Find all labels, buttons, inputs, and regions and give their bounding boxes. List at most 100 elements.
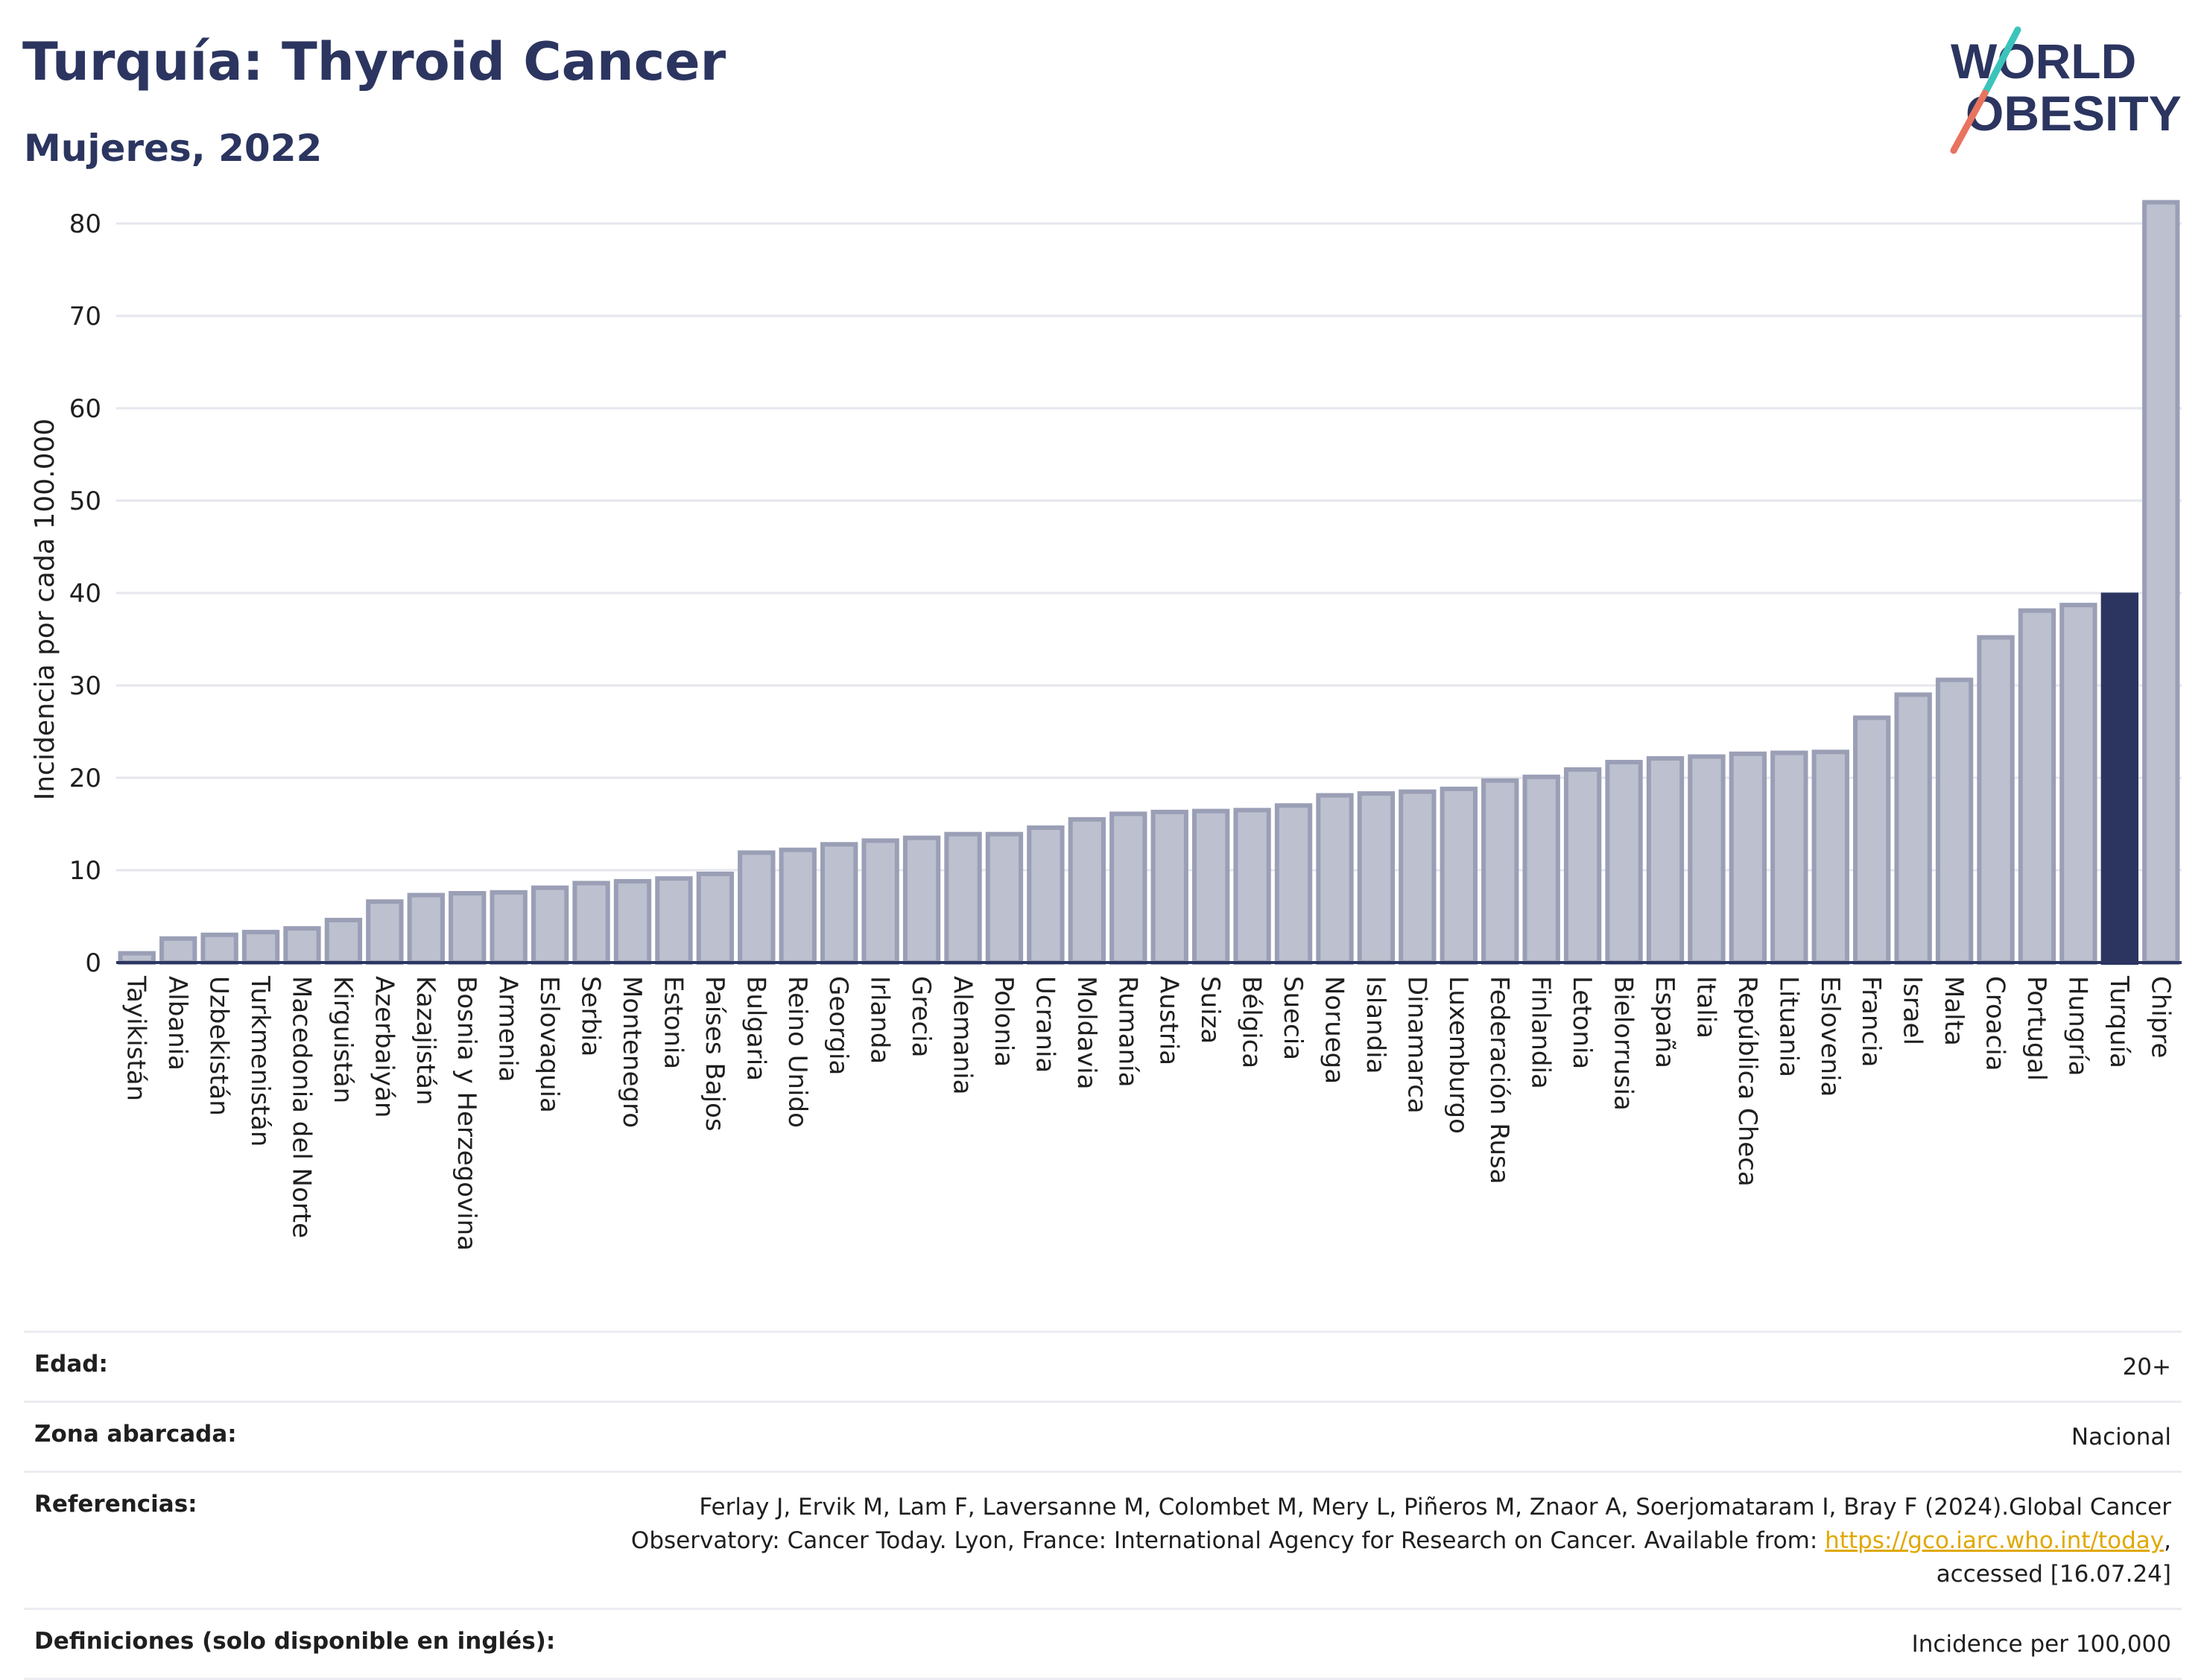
- x-tick-label: Bielorrusia: [1609, 976, 1638, 1111]
- bar-bosnia-y-herzegovina: [449, 891, 487, 965]
- bar-francia: [1853, 715, 1891, 966]
- x-tick-label: Bulgaria: [741, 976, 770, 1081]
- bar-irlanda: [861, 838, 899, 965]
- reference-link[interactable]: https://gco.iarc.who.int/today: [1825, 1527, 2165, 1554]
- x-tick-label: Portugal: [2021, 976, 2051, 1081]
- x-tick-label: Alemania: [948, 976, 978, 1094]
- x-tick-label: Luxemburgo: [1443, 976, 1473, 1134]
- bar-azerbaiyán: [366, 899, 404, 966]
- x-tick-labels: Tayikistán Albania Uzbekistán Turkmenistán M…: [121, 975, 2176, 1251]
- bar-eslovaquia: [531, 885, 569, 966]
- x-tick-label: Ucrania: [1030, 976, 1060, 1073]
- x-tick-label: Francia: [1856, 976, 1886, 1067]
- info-row-age: Edad: 20+: [24, 1331, 2182, 1401]
- logo-slash-top-icon: [1981, 26, 2021, 97]
- bar-croacia: [1977, 635, 2015, 966]
- x-tick-label: Eslovaquia: [534, 976, 564, 1113]
- bar-noruega: [1316, 793, 1354, 966]
- y-tick-label: 30: [69, 671, 101, 701]
- bar-kirguistán: [324, 917, 363, 965]
- bar-hungría: [2059, 603, 2097, 965]
- info-label: Edad:: [34, 1351, 108, 1378]
- x-tick-label: Croacia: [1980, 976, 2010, 1071]
- bar-polonia: [985, 831, 1024, 966]
- info-value: Nacional: [2071, 1423, 2171, 1451]
- x-tick-label: Bosnia y Herzegovina: [452, 976, 481, 1251]
- y-tick-label: 80: [69, 209, 101, 239]
- x-tick-label: Georgia: [823, 976, 853, 1075]
- y-tick-label: 20: [69, 764, 101, 793]
- bar-grecia: [902, 835, 941, 965]
- bar-bulgaria: [738, 850, 776, 965]
- bar-bélgica: [1233, 808, 1271, 966]
- y-tick-label: 60: [69, 394, 101, 424]
- info-row-area: Zona abarcada: Nacional: [24, 1400, 2182, 1471]
- bar-chart: 0 10 20 30 40 50 60 70 80 Tayikistán Albania Uzbek…: [30, 200, 2182, 1251]
- x-tick-label: Irlanda: [865, 976, 895, 1064]
- reference-accessed: , accessed [16.07.24]: [1936, 1527, 2171, 1588]
- bar-eslovenia: [1811, 749, 1849, 966]
- bar-rumanía: [1109, 811, 1147, 965]
- bar-italia: [1688, 754, 1726, 965]
- x-tick-label: Montenegro: [617, 976, 647, 1128]
- x-tick-label: Chipre: [2145, 976, 2175, 1058]
- x-tick-label: República Checa: [1732, 976, 1762, 1187]
- bar-república-checa: [1729, 751, 1767, 965]
- bar-ucrania: [1027, 825, 1065, 965]
- chart-subtitle: Mujeres, 2022: [24, 127, 323, 170]
- info-label: Zona abarcada:: [34, 1420, 237, 1448]
- info-label: Referencias:: [34, 1490, 197, 1518]
- bar-israel: [1894, 692, 1932, 966]
- bar-suecia: [1274, 803, 1313, 965]
- bar-españa: [1646, 755, 1685, 966]
- x-tick-label: Suiza: [1195, 976, 1225, 1044]
- info-label: Definiciones (solo disponible en inglés)…: [34, 1627, 556, 1655]
- x-tick-label: Suecia: [1278, 976, 1308, 1060]
- bar-malta: [1935, 677, 1974, 965]
- reference-text: Ferlay J, Ervik M, Lam F, Laversanne M, …: [630, 1493, 2171, 1554]
- bar-kazajistán: [407, 893, 445, 965]
- bars: [116, 200, 2182, 966]
- x-tick-label: Finlandia: [1526, 976, 1556, 1089]
- x-tick-label: Azerbaiyán: [369, 976, 399, 1118]
- x-tick-label: Israel: [1898, 976, 1928, 1045]
- x-tick-label: Uzbekistán: [204, 976, 234, 1116]
- info-table: Edad: 20+ Zona abarcada: Nacional Refere…: [24, 1331, 2182, 1680]
- logo-line2: OBESITY: [1966, 86, 2182, 141]
- x-tick-label: Letonia: [1567, 976, 1597, 1069]
- bar-turquía: [2100, 592, 2139, 965]
- bar-suiza: [1191, 808, 1230, 966]
- info-value: 20+: [2122, 1354, 2171, 1381]
- x-tick-label: Turkmenistán: [245, 975, 275, 1147]
- x-tick-label: Kazajistán: [411, 976, 440, 1106]
- bar-georgia: [820, 842, 858, 966]
- x-tick-label: Rumanía: [1112, 976, 1142, 1087]
- info-row-references: Referencias: Ferlay J, Ervik M, Lam F, L…: [24, 1470, 2182, 1608]
- info-row-definitions: Definiciones (solo disponible en inglés)…: [24, 1607, 2182, 1680]
- x-tick-label: Albania: [162, 976, 192, 1071]
- x-tick-label: Federación Rusa: [1484, 976, 1514, 1184]
- x-tick-label: Kirguistán: [328, 976, 358, 1103]
- x-tick-label: Países Bajos: [700, 976, 729, 1132]
- y-tick-label: 70: [69, 302, 101, 332]
- bar-portugal: [2018, 608, 2056, 965]
- bar-armenia: [490, 890, 528, 966]
- x-tick-label: Grecia: [906, 976, 936, 1057]
- logo-line1: WORLD: [1951, 34, 2136, 89]
- bar-alemania: [944, 831, 982, 966]
- bar-países-bajos: [696, 871, 735, 965]
- x-tick-label: España: [1650, 976, 1679, 1068]
- bar-bielorrusia: [1605, 759, 1643, 965]
- bar-federación-rusa: [1481, 778, 1519, 965]
- bar-macedonia-del-norte: [283, 926, 321, 965]
- bar-serbia: [572, 881, 610, 965]
- info-value: Ferlay J, Ervik M, Lam F, Laversanne M, …: [621, 1491, 2171, 1591]
- info-value: Incidence per 100,000: [1911, 1630, 2171, 1658]
- bar-turkmenistán: [241, 930, 280, 965]
- x-tick-label: Reino Unido: [782, 976, 812, 1128]
- y-tick-labels: 0 10 20 30 40 50 60 70 80: [69, 209, 101, 978]
- bar-austria: [1150, 809, 1188, 965]
- bar-luxemburgo: [1440, 786, 1478, 965]
- x-tick-label: Macedonia del Norte: [286, 976, 316, 1238]
- y-tick-label: 40: [69, 579, 101, 609]
